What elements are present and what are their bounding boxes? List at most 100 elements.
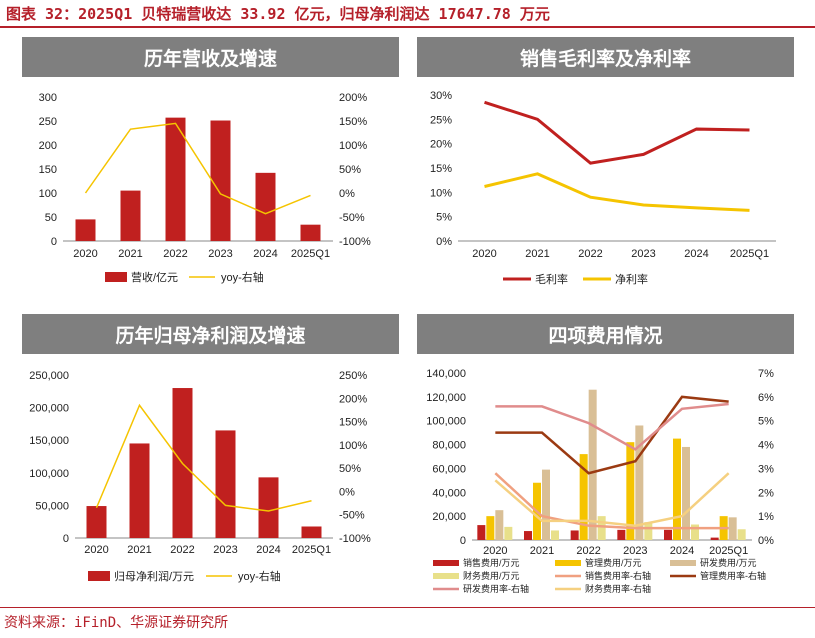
revenue-left-tick-label: 200 <box>39 140 57 152</box>
netprofit-category-label: 2023 <box>213 544 237 556</box>
revenue-left-tick-label: 250 <box>39 116 57 128</box>
expenses-category-label: 2023 <box>623 545 647 557</box>
expenses-legend-swatch <box>555 560 581 566</box>
expenses-bar <box>691 524 699 540</box>
expenses-right-tick-label: 4% <box>758 440 774 452</box>
expenses-left-tick-label: 20,000 <box>432 511 466 523</box>
margin-category-label: 2022 <box>578 248 602 260</box>
expenses-bar <box>570 530 579 540</box>
expenses-legend-swatch <box>433 560 459 566</box>
netprofit-right-tick-label: 250% <box>339 370 367 382</box>
revenue-legend-swatch-bar <box>105 272 127 282</box>
revenue-bar <box>210 120 231 241</box>
netprofit-legend-label-line: yoy-右轴 <box>238 569 281 583</box>
expenses-rate-line <box>494 472 729 530</box>
margin-category-label: 2021 <box>525 248 549 260</box>
netprofit-category-label: 2024 <box>256 544 280 556</box>
panel-title-revenue: 历年营收及增速 <box>22 37 399 77</box>
netprofit-yoy-line <box>95 403 312 512</box>
netprofit-left-tick-label: 0 <box>63 533 69 545</box>
margin-series-line <box>484 100 750 165</box>
netprofit-left-tick-label: 100,000 <box>29 468 69 480</box>
revenue-right-tick-label: 50% <box>339 164 361 176</box>
expenses-bar <box>597 516 606 540</box>
netprofit-right-tick-label: 200% <box>339 393 367 405</box>
expenses-legend-label: 管理费用/万元 <box>585 557 642 568</box>
expenses-left-tick-label: 80,000 <box>432 440 466 452</box>
margin-left-tick-label: 5% <box>436 212 452 224</box>
netprofit-legend-swatch-bar <box>88 571 110 581</box>
netprofit-bar <box>215 430 236 538</box>
expenses-bar <box>551 530 559 540</box>
margin-left-tick-label: 0% <box>436 236 452 248</box>
margin-left-tick-label: 30% <box>430 90 452 102</box>
expenses-legend-label: 管理费用率-右轴 <box>700 570 766 581</box>
source-rule <box>0 607 815 608</box>
margin-left-tick-label: 25% <box>430 114 452 126</box>
revenue-left-tick-label: 150 <box>39 164 57 176</box>
revenue-category-label: 2023 <box>208 248 232 260</box>
expenses-right-tick-label: 3% <box>758 463 774 475</box>
expenses-left-tick-label: 120,000 <box>426 392 466 404</box>
revenue-legend-label-line: yoy-右轴 <box>221 270 264 284</box>
panel-title-expenses: 四项费用情况 <box>417 314 794 354</box>
margin-category-label: 2024 <box>684 248 708 260</box>
netprofit-bar <box>258 477 279 538</box>
revenue-yoy-line <box>84 122 311 215</box>
expenses-legend-label: 财务费用/万元 <box>463 570 520 581</box>
expenses-rate-line <box>495 402 729 451</box>
margin-category-label: 2020 <box>472 248 496 260</box>
expenses-category-label: 2022 <box>576 545 600 557</box>
expenses-left-tick-label: 60,000 <box>432 463 466 475</box>
revenue-category-label: 2022 <box>163 248 187 260</box>
expenses-legend-label: 销售费用/万元 <box>463 557 520 568</box>
margin-left-tick-label: 15% <box>430 163 452 175</box>
expenses-category-label: 2020 <box>483 545 507 557</box>
expenses-right-tick-label: 7% <box>758 368 774 380</box>
expenses-bar <box>495 510 504 540</box>
margin-category-label: 2025Q1 <box>730 248 769 260</box>
revenue-left-tick-label: 50 <box>45 212 57 224</box>
revenue-bar <box>165 117 186 241</box>
expenses-bar <box>477 525 486 540</box>
netprofit-category-label: 2022 <box>170 544 194 556</box>
expenses-bar <box>542 469 550 540</box>
revenue-left-tick-label: 300 <box>39 92 57 104</box>
netprofit-bar <box>86 506 107 538</box>
expenses-bar <box>673 438 681 540</box>
revenue-right-tick-label: -100% <box>339 236 371 248</box>
expenses-rate-line <box>495 395 729 475</box>
margin-left-tick-label: 10% <box>430 187 452 199</box>
expenses-bar <box>710 537 719 540</box>
expenses-bar <box>588 389 597 540</box>
revenue-bar <box>120 190 141 241</box>
expenses-right-tick-label: 0% <box>758 535 774 547</box>
netprofit-right-tick-label: 0% <box>339 486 355 498</box>
netprofit-category-label: 2025Q1 <box>292 544 331 556</box>
expenses-bar <box>635 425 644 540</box>
margin-category-label: 2023 <box>631 248 655 260</box>
netprofit-left-tick-label: 200,000 <box>29 403 69 415</box>
netprofit-bar <box>301 526 322 538</box>
expenses-bar <box>682 446 690 540</box>
netprofit-left-tick-label: 250,000 <box>29 370 69 382</box>
margin-legend-label: 毛利率 <box>535 272 568 286</box>
revenue-right-tick-label: 100% <box>339 140 367 152</box>
revenue-bar <box>300 224 321 241</box>
margin-series-line <box>484 172 750 212</box>
revenue-legend-label-bar: 营收/亿元 <box>131 270 178 284</box>
revenue-right-tick-label: -50% <box>339 212 365 224</box>
expenses-bar <box>486 516 495 540</box>
netprofit-legend-label-bar: 归母净利润/万元 <box>114 569 194 583</box>
netprofit-category-label: 2021 <box>127 544 151 556</box>
panel-title-margin: 销售毛利率及净利率 <box>417 37 794 77</box>
expenses-bar <box>626 442 635 540</box>
revenue-left-tick-label: 0 <box>51 236 57 248</box>
revenue-category-label: 2020 <box>73 248 97 260</box>
expenses-left-tick-label: 40,000 <box>432 487 466 499</box>
netprofit-right-tick-label: 150% <box>339 417 367 429</box>
netprofit-left-tick-label: 50,000 <box>35 500 69 512</box>
netprofit-right-tick-label: 100% <box>339 440 367 452</box>
revenue-category-label: 2025Q1 <box>291 248 330 260</box>
